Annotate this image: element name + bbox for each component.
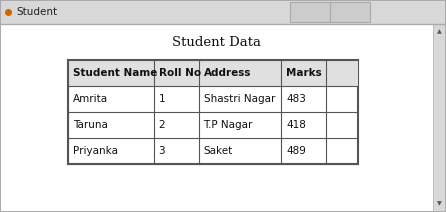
Text: ▼: ▼	[437, 201, 442, 206]
Bar	[433, 24, 445, 211]
Bar	[330, 2, 370, 22]
Text: Taruna: Taruna	[73, 120, 108, 130]
Text: 1: 1	[158, 94, 165, 104]
Text: 489: 489	[286, 146, 306, 156]
Bar	[290, 2, 330, 22]
Bar	[1, 24, 445, 211]
Bar	[68, 60, 358, 86]
Text: T.P Nagar: T.P Nagar	[203, 120, 253, 130]
Text: Shastri Nagar: Shastri Nagar	[203, 94, 275, 104]
Text: Student Data: Student Data	[173, 36, 261, 49]
Text: 418: 418	[286, 120, 306, 130]
Text: Student: Student	[16, 7, 57, 17]
Text: Marks: Marks	[286, 68, 322, 78]
Text: 2: 2	[158, 120, 165, 130]
Text: Priyanka: Priyanka	[73, 146, 118, 156]
Text: Saket: Saket	[203, 146, 233, 156]
Text: Student Name: Student Name	[73, 68, 157, 78]
Text: Amrita: Amrita	[73, 94, 108, 104]
Text: 483: 483	[286, 94, 306, 104]
Text: Roll No: Roll No	[158, 68, 201, 78]
Text: Address: Address	[203, 68, 251, 78]
Bar	[1, 1, 445, 24]
Bar	[68, 60, 358, 164]
Text: ▲: ▲	[437, 29, 442, 34]
Text: 3: 3	[158, 146, 165, 156]
